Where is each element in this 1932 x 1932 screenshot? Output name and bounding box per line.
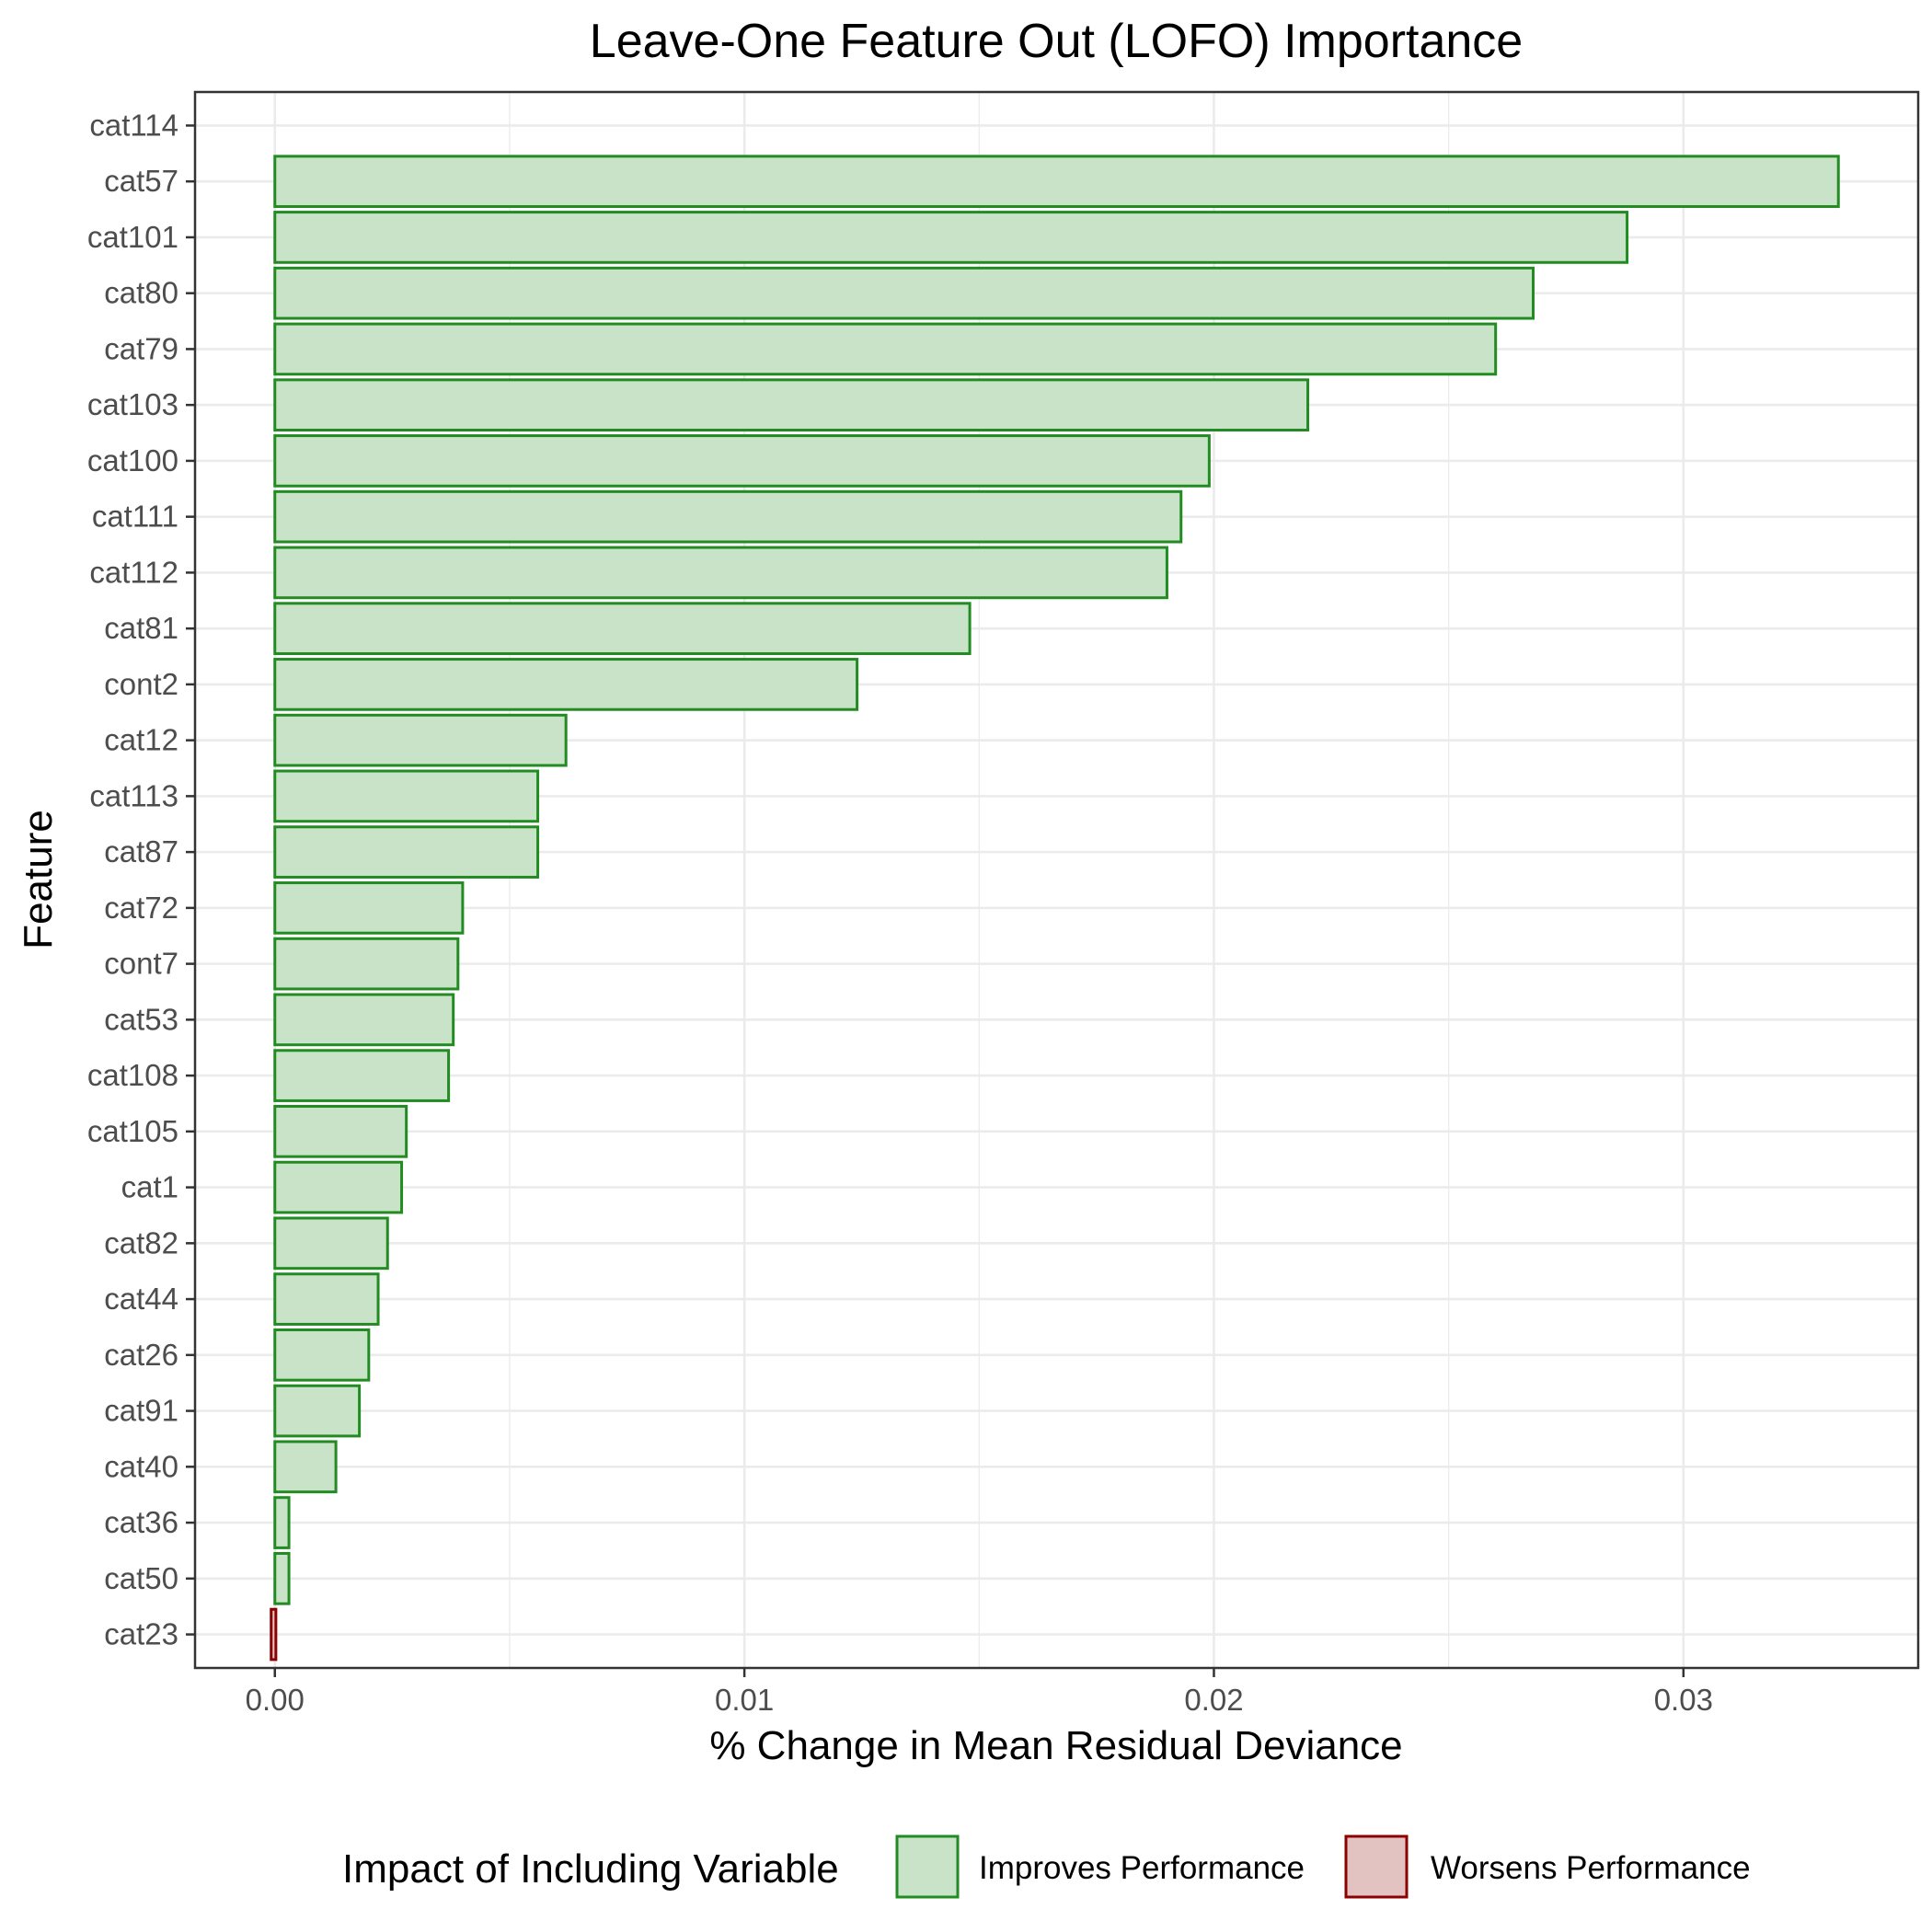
y-tick-label-cont7: cont7	[104, 947, 178, 981]
y-tick-label-cat114: cat114	[89, 108, 178, 142]
y-tick-label-cat80: cat80	[104, 276, 178, 310]
y-tick-label-cat44: cat44	[104, 1282, 178, 1316]
x-tick-label: 0.02	[1184, 1683, 1243, 1717]
bar-cat100	[273, 434, 1211, 488]
bar-cat108	[273, 1049, 451, 1102]
y-tick-label-cat36: cat36	[104, 1505, 178, 1539]
bar-cat113	[273, 769, 540, 823]
bar-cat79	[273, 322, 1498, 376]
bar-cat44	[273, 1272, 380, 1326]
y-tick-label-cat101: cat101	[87, 220, 178, 254]
bar-cat36	[273, 1496, 291, 1549]
y-tick-label-cat111: cat111	[92, 500, 178, 534]
y-tick-label-cat50: cat50	[104, 1561, 178, 1595]
bars	[270, 155, 1840, 1662]
y-tick-label-cat105: cat105	[87, 1114, 178, 1148]
bar-cat57	[273, 155, 1840, 209]
plot-panel-border	[193, 90, 1920, 1670]
bar-cat23	[270, 1607, 278, 1662]
y-tick-label-cat40: cat40	[104, 1449, 178, 1483]
legend-key-worsens	[1344, 1834, 1409, 1899]
bar-cat12	[273, 713, 568, 767]
bar-cont7	[273, 937, 460, 991]
y-tick-label-cat23: cat23	[104, 1617, 178, 1651]
legend-label-worsens: Worsens Performance	[1431, 1850, 1751, 1886]
legend-title: Impact of Including Variable	[342, 1846, 839, 1892]
y-tick-label-cont2: cont2	[104, 667, 178, 701]
bar-cat53	[273, 993, 455, 1047]
bar-cat40	[273, 1440, 338, 1494]
bar-cat112	[273, 546, 1168, 600]
chart-title: Leave-One Feature Out (LOFO) Importance	[590, 15, 1523, 68]
y-tick-label-cat103: cat103	[87, 387, 178, 421]
bar-cat72	[273, 881, 465, 935]
legend-key-improves	[895, 1834, 960, 1899]
legend: Impact of Including Variable Improves Pe…	[342, 1834, 1751, 1899]
bar-cat91	[273, 1384, 362, 1438]
bar-cat105	[273, 1105, 408, 1158]
y-tick-label-cat87: cat87	[104, 834, 178, 868]
y-axis-ticks: cat114 cat57 cat101 cat80 cat79 cat103 cat100 c…	[87, 108, 195, 1651]
bar-cat50	[273, 1551, 291, 1605]
x-tick-label: 0.03	[1654, 1683, 1713, 1717]
y-tick-label-cat81: cat81	[104, 611, 178, 645]
y-tick-label-cat91: cat91	[104, 1394, 178, 1428]
bar-cat80	[273, 266, 1535, 320]
bar-cat101	[273, 211, 1629, 264]
y-tick-label-cat12: cat12	[104, 723, 178, 757]
x-tick-label: 0.00	[246, 1683, 305, 1717]
y-tick-label-cat57: cat57	[104, 164, 178, 198]
bar-cat111	[273, 489, 1183, 544]
y-tick-label-cat82: cat82	[104, 1225, 178, 1259]
legend-label-improves: Improves Performance	[979, 1850, 1305, 1886]
bar-cat87	[273, 825, 540, 879]
y-tick-label-cat1: cat1	[121, 1170, 178, 1204]
y-tick-label-cat26: cat26	[104, 1338, 178, 1372]
x-axis-title: % Change in Mean Residual Deviance	[709, 1723, 1402, 1768]
y-tick-label-cat112: cat112	[89, 555, 178, 589]
bar-cont2	[273, 658, 859, 711]
y-axis-title: Feature	[16, 810, 61, 949]
y-tick-label-cat79: cat79	[104, 331, 178, 365]
bar-cat103	[273, 378, 1310, 432]
y-tick-label-cat72: cat72	[104, 891, 178, 925]
y-tick-label-cat100: cat100	[87, 443, 178, 477]
y-tick-label-cat113: cat113	[89, 778, 178, 812]
bar-cat82	[273, 1216, 389, 1271]
bar-cat26	[273, 1328, 371, 1382]
x-tick-label: 0.01	[715, 1683, 774, 1717]
y-tick-label-cat108: cat108	[87, 1058, 178, 1092]
bar-cat1	[273, 1160, 404, 1214]
y-tick-label-cat53: cat53	[104, 1002, 178, 1036]
x-axis-ticks: 0.00 0.01 0.02 0.03	[246, 1668, 1713, 1717]
bar-cat81	[273, 602, 972, 655]
